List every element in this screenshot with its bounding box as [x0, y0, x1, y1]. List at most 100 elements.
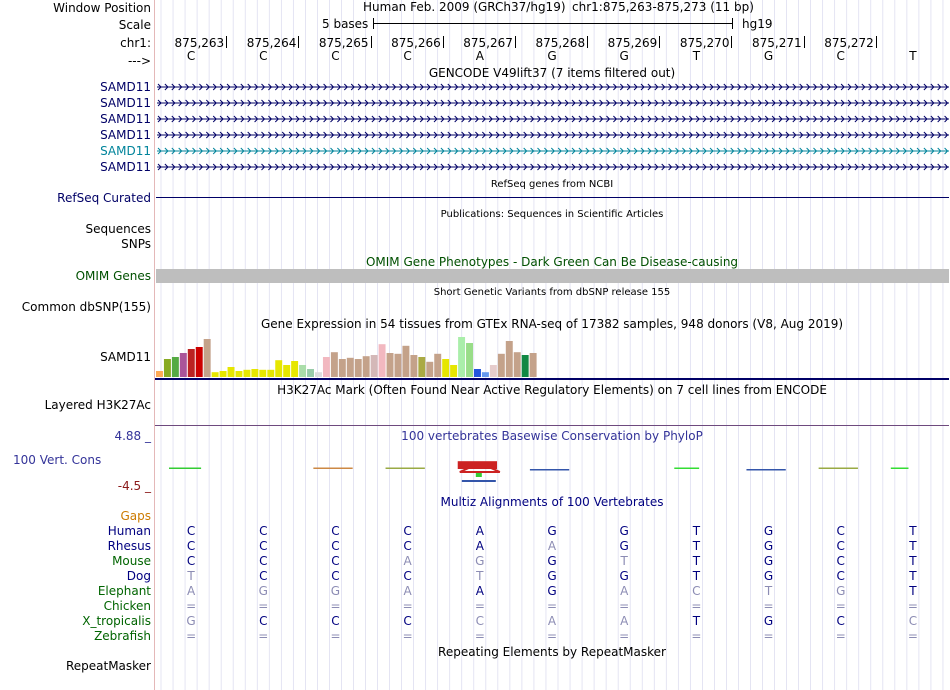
coordinate-label: 875,266: [391, 36, 441, 50]
alignment-base: C: [836, 554, 845, 568]
alignment-base: C: [259, 539, 268, 553]
gtex-track-title[interactable]: Gene Expression in 54 tissues from GTEx …: [260, 317, 844, 331]
multiz-track-title[interactable]: Multiz Alignments of 100 Vertebrates: [440, 495, 664, 509]
alignment-base: =: [763, 599, 774, 613]
alignment-base: C: [186, 554, 196, 568]
scale-text: 5 bases: [322, 17, 369, 31]
alignment-base: G: [547, 524, 557, 538]
reference-base: A: [475, 49, 484, 63]
gencode-item-label[interactable]: SAMD11: [100, 80, 151, 94]
gencode-item-label[interactable]: SAMD11: [100, 128, 151, 142]
alignment-base: C: [259, 614, 268, 628]
track-label-panel: Window Position Scale chr1: ---> SAMD11 …: [0, 0, 153, 690]
species-label[interactable]: Rhesus: [107, 539, 151, 553]
assembly-short: hg19: [742, 17, 773, 31]
alignment-base: C: [331, 554, 340, 568]
species-label[interactable]: Human: [107, 524, 151, 538]
alignment-base: T: [692, 614, 701, 628]
alignment-base: C: [331, 539, 340, 553]
coordinate-tick: [587, 36, 589, 48]
alignment-base: =: [186, 629, 197, 643]
sequences-track-label[interactable]: Sequences: [85, 222, 151, 236]
gtex-track-label[interactable]: SAMD11: [100, 350, 151, 364]
alignment-base: G: [763, 539, 774, 553]
phylop-track-title[interactable]: 100 vertebrates Basewise Conservation by…: [401, 429, 703, 443]
alignment-base: A: [475, 524, 484, 538]
alignment-base: T: [620, 554, 628, 568]
species-label[interactable]: Zebrafish: [94, 629, 151, 643]
omim-gene-bar[interactable]: [156, 269, 949, 283]
refseq-track-title[interactable]: RefSeq genes from NCBI: [490, 179, 614, 190]
alignment-base: =: [186, 599, 197, 613]
alignment-base: T: [187, 569, 195, 583]
coordinate-tick: [731, 36, 733, 48]
alignment-base: T: [692, 539, 701, 553]
alignment-base: G: [619, 524, 629, 538]
gencode-item-label[interactable]: SAMD11: [100, 112, 151, 126]
species-label[interactable]: X_tropicalis: [82, 614, 151, 628]
refseq-track-label[interactable]: RefSeq Curated: [57, 191, 151, 205]
alignment-base: C: [331, 524, 340, 538]
snps-track-label[interactable]: SNPs: [121, 237, 151, 251]
alignment-base: C: [259, 524, 268, 538]
publications-track-title[interactable]: Publications: Sequences in Scientific Ar…: [440, 209, 664, 220]
reference-base: G: [619, 49, 629, 63]
h3k27ac-signal-line: [155, 425, 949, 426]
alignment-base: =: [619, 599, 630, 613]
alignment-base: =: [619, 629, 630, 643]
coordinate-tick: [875, 36, 877, 48]
alignment-base: =: [547, 599, 558, 613]
species-label[interactable]: Elephant: [97, 584, 151, 598]
reference-base: C: [836, 49, 845, 63]
alignment-base: =: [835, 599, 846, 613]
dbsnp-track-label[interactable]: Common dbSNP(155): [21, 300, 151, 314]
h3k27ac-track-label[interactable]: Layered H3K27Ac: [44, 398, 151, 412]
coordinate-label: 875,270: [679, 36, 730, 50]
alignment-base: T: [692, 554, 701, 568]
repeatmasker-track-label[interactable]: RepeatMasker: [65, 659, 151, 673]
alignment-base: A: [620, 584, 629, 598]
omim-track-label[interactable]: OMIM Genes: [75, 269, 151, 283]
coordinate-label: 875,267: [463, 36, 513, 50]
coordinate-label: 875,269: [607, 36, 658, 50]
coordinate-label: 875,268: [535, 36, 586, 50]
alignment-base: A: [547, 539, 557, 553]
coordinate-label: 875,272: [824, 36, 874, 50]
alignment-base: =: [691, 629, 702, 643]
species-label[interactable]: Mouse: [112, 554, 151, 568]
scale-bar: [373, 23, 733, 24]
gencode-item-label[interactable]: SAMD11: [100, 160, 151, 174]
scale-label: Scale: [118, 18, 151, 32]
omim-track-title[interactable]: OMIM Gene Phenotypes - Dark Green Can Be…: [365, 255, 739, 269]
gencode-item-label-highlighted[interactable]: SAMD11: [100, 144, 151, 158]
alignment-base: C: [908, 614, 918, 628]
reference-base: C: [331, 49, 340, 63]
alignment-base: T: [764, 584, 773, 598]
h3k27ac-track-title[interactable]: H3K27Ac Mark (Often Found Near Active Re…: [277, 383, 827, 397]
reference-base: T: [909, 49, 917, 63]
species-label[interactable]: Chicken: [103, 599, 151, 613]
gencode-item-label[interactable]: SAMD11: [100, 96, 151, 110]
alignment-base: G: [763, 614, 774, 628]
gencode-track-title[interactable]: GENCODE V49lift37 (7 items filtered out): [428, 66, 676, 80]
alignment-base: C: [186, 524, 196, 538]
alignment-base: T: [909, 524, 917, 538]
chromosome-label: chr1:: [120, 36, 151, 50]
alignment-base: =: [330, 629, 341, 643]
phylop-track-label[interactable]: 100 Vert. Cons: [13, 453, 102, 467]
dbsnp-track-title[interactable]: Short Genetic Variants from dbSNP releas…: [433, 287, 671, 298]
alignment-base: =: [835, 629, 846, 643]
panel-divider: [154, 0, 155, 690]
coordinate-label: 875,264: [246, 36, 297, 50]
alignment-base: G: [475, 554, 485, 568]
alignment-base: A: [403, 554, 412, 568]
window-position-label: Window Position: [53, 1, 151, 15]
alignment-base: A: [186, 584, 196, 598]
species-label[interactable]: Dog: [126, 569, 151, 583]
refseq-transcript-line[interactable]: [156, 197, 949, 198]
repeatmasker-track-title[interactable]: Repeating Elements by RepeatMasker: [438, 645, 666, 659]
alignment-base: =: [258, 599, 269, 613]
alignment-base: C: [475, 614, 484, 628]
alignment-base: T: [909, 584, 917, 598]
